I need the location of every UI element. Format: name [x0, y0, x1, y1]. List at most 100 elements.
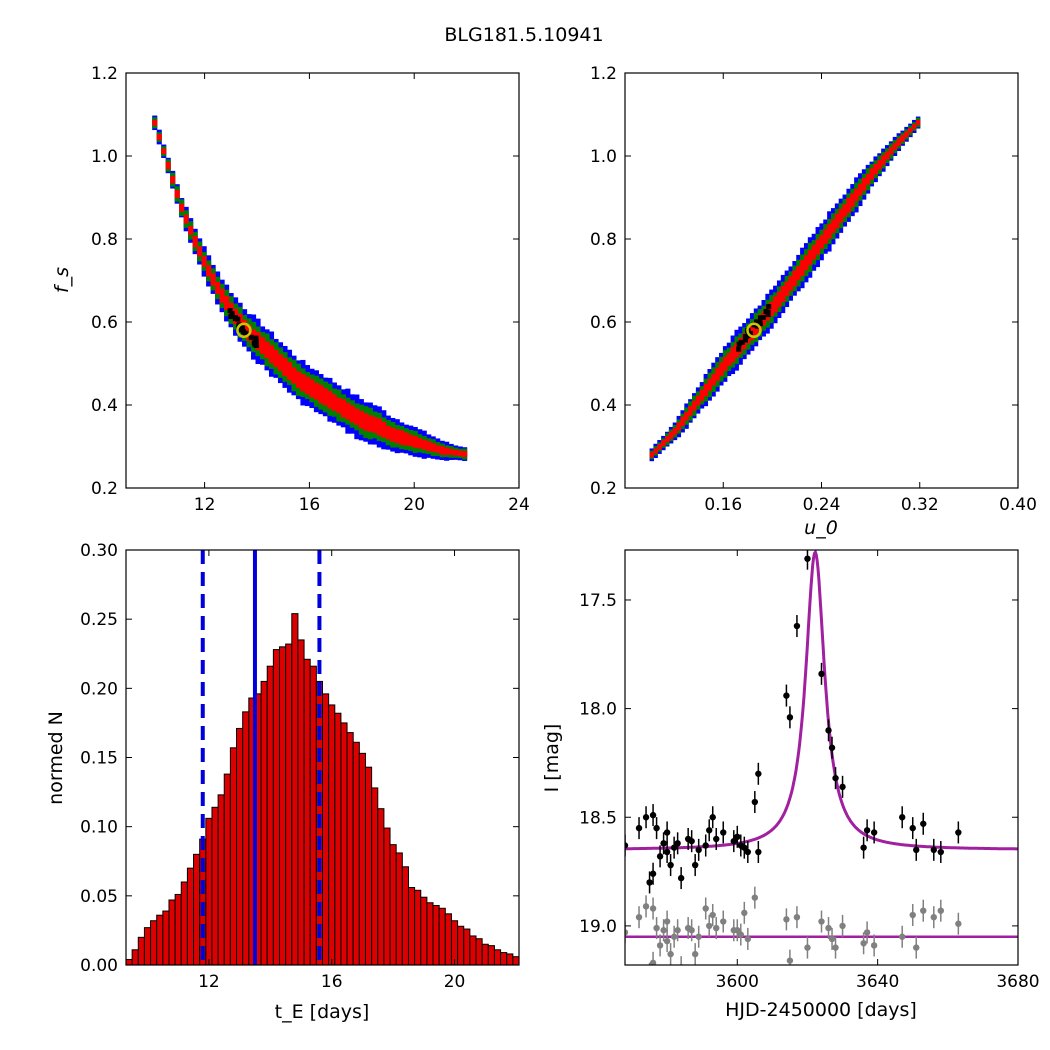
data-point [828, 744, 836, 751]
histogram-bar [383, 827, 391, 966]
residual-point [828, 935, 836, 943]
p2-red-region [827, 224, 832, 239]
histogram-bar [444, 913, 452, 966]
histogram-bar [420, 896, 428, 966]
p2-red-region [676, 422, 682, 431]
p1-sample-point [232, 315, 238, 321]
p1-red-region [318, 384, 324, 404]
histogram-bar [205, 817, 213, 966]
p2-red-region [800, 260, 805, 276]
residual-point [832, 944, 839, 951]
p2-red-region [715, 367, 720, 382]
p2-red-region [815, 239, 820, 255]
p1-xtick-label: 12 [194, 495, 216, 515]
p2-ytick-label: 0.8 [590, 230, 617, 250]
p1-red-region [156, 133, 162, 141]
p4-ytick-label: 18.0 [579, 700, 617, 720]
data-point [832, 774, 839, 782]
p2-red-region [788, 276, 793, 291]
data-point [920, 820, 927, 827]
p1-ytick-label: 0.4 [91, 396, 118, 416]
p1-red-region [291, 367, 297, 384]
p3-ylabel: normed N [45, 711, 67, 805]
p1-ylabel: f_s [51, 267, 73, 293]
p2-red-region [850, 193, 855, 207]
data-point [695, 846, 702, 854]
p1-red-region [179, 203, 185, 212]
p2-red-region [707, 378, 712, 391]
residual-point [674, 927, 681, 934]
data-point [955, 829, 962, 836]
p1-red-region [457, 450, 463, 457]
data-point [930, 846, 937, 854]
p2-sample-point [745, 333, 751, 339]
p1-red-region [197, 246, 203, 257]
p1-red-region [412, 435, 418, 448]
residual-point [870, 942, 878, 949]
data-point [786, 714, 794, 721]
p1-red-region [421, 439, 427, 450]
p2-red-region [865, 173, 871, 185]
p4-clipped [625, 550, 1018, 965]
p1-red-region [174, 189, 180, 198]
p1-red-region [152, 119, 158, 126]
p4-frame [624, 549, 1019, 966]
data-point [804, 555, 811, 562]
p1-red-region [183, 214, 189, 224]
histogram-bar [229, 747, 238, 966]
data-point [663, 848, 671, 856]
data-point [706, 827, 713, 834]
residual-point [656, 942, 664, 949]
p1-red-region [430, 443, 436, 452]
p1-red-region [206, 265, 212, 277]
histogram-bar [131, 949, 139, 966]
p2-sample-point [765, 312, 771, 318]
p3-ytick-label: 0.25 [80, 610, 118, 630]
histogram-bar [211, 806, 219, 966]
p1-red-region [224, 295, 230, 311]
data-point [625, 842, 629, 849]
p2-red-region [668, 431, 674, 439]
residual-point [667, 950, 674, 958]
p1-red-region [358, 410, 364, 429]
p1-ytick-label: 0.2 [91, 479, 118, 499]
p1-red-region [345, 402, 351, 420]
p1-sample-point [253, 339, 259, 345]
p1-red-region [448, 449, 454, 455]
histogram-bar [426, 902, 434, 966]
p2-sample-point [754, 319, 760, 325]
data-point [646, 879, 653, 886]
residual-point [653, 924, 660, 932]
histogram-bar [260, 680, 268, 966]
panel-fs-vs-te: 12 16 20 24 0.2 0.4 0.6 0.8 1.0 1.2 f_s [51, 64, 530, 515]
data-point [913, 846, 920, 854]
histogram-bar [309, 665, 317, 966]
histogram-bar [358, 752, 366, 966]
p1-red-region [390, 427, 396, 442]
p1-xtick-label: 24 [508, 495, 530, 515]
p3-xtick-label: 20 [444, 972, 466, 992]
p2-red-region [861, 177, 867, 191]
p2-red-region [776, 291, 782, 307]
p2-red-region [672, 427, 678, 435]
data-point [635, 824, 643, 832]
p1-sample-point [253, 335, 259, 341]
p1-frame [125, 72, 520, 489]
histogram-bar [143, 927, 152, 966]
p2-best-fit-marker [746, 322, 762, 339]
p2-red-region [684, 411, 689, 421]
p2-plot-area [649, 116, 921, 462]
residual-point [670, 933, 678, 940]
histogram-bar [414, 889, 422, 966]
histogram-bar [377, 808, 385, 966]
p2-red-region [873, 163, 878, 175]
histogram-bar [156, 914, 164, 966]
p2-axes: 0.16 0.24 0.32 0.40 0.2 0.4 0.6 0.8 1.0 1.2 [590, 64, 1037, 515]
p2-ytick-label: 0.4 [590, 396, 617, 416]
residual-point [909, 911, 916, 919]
residual-point [720, 918, 727, 925]
p2-sample-point [736, 341, 742, 347]
data-point [642, 814, 650, 821]
p1-red-region [385, 425, 391, 440]
data-point [688, 837, 695, 845]
